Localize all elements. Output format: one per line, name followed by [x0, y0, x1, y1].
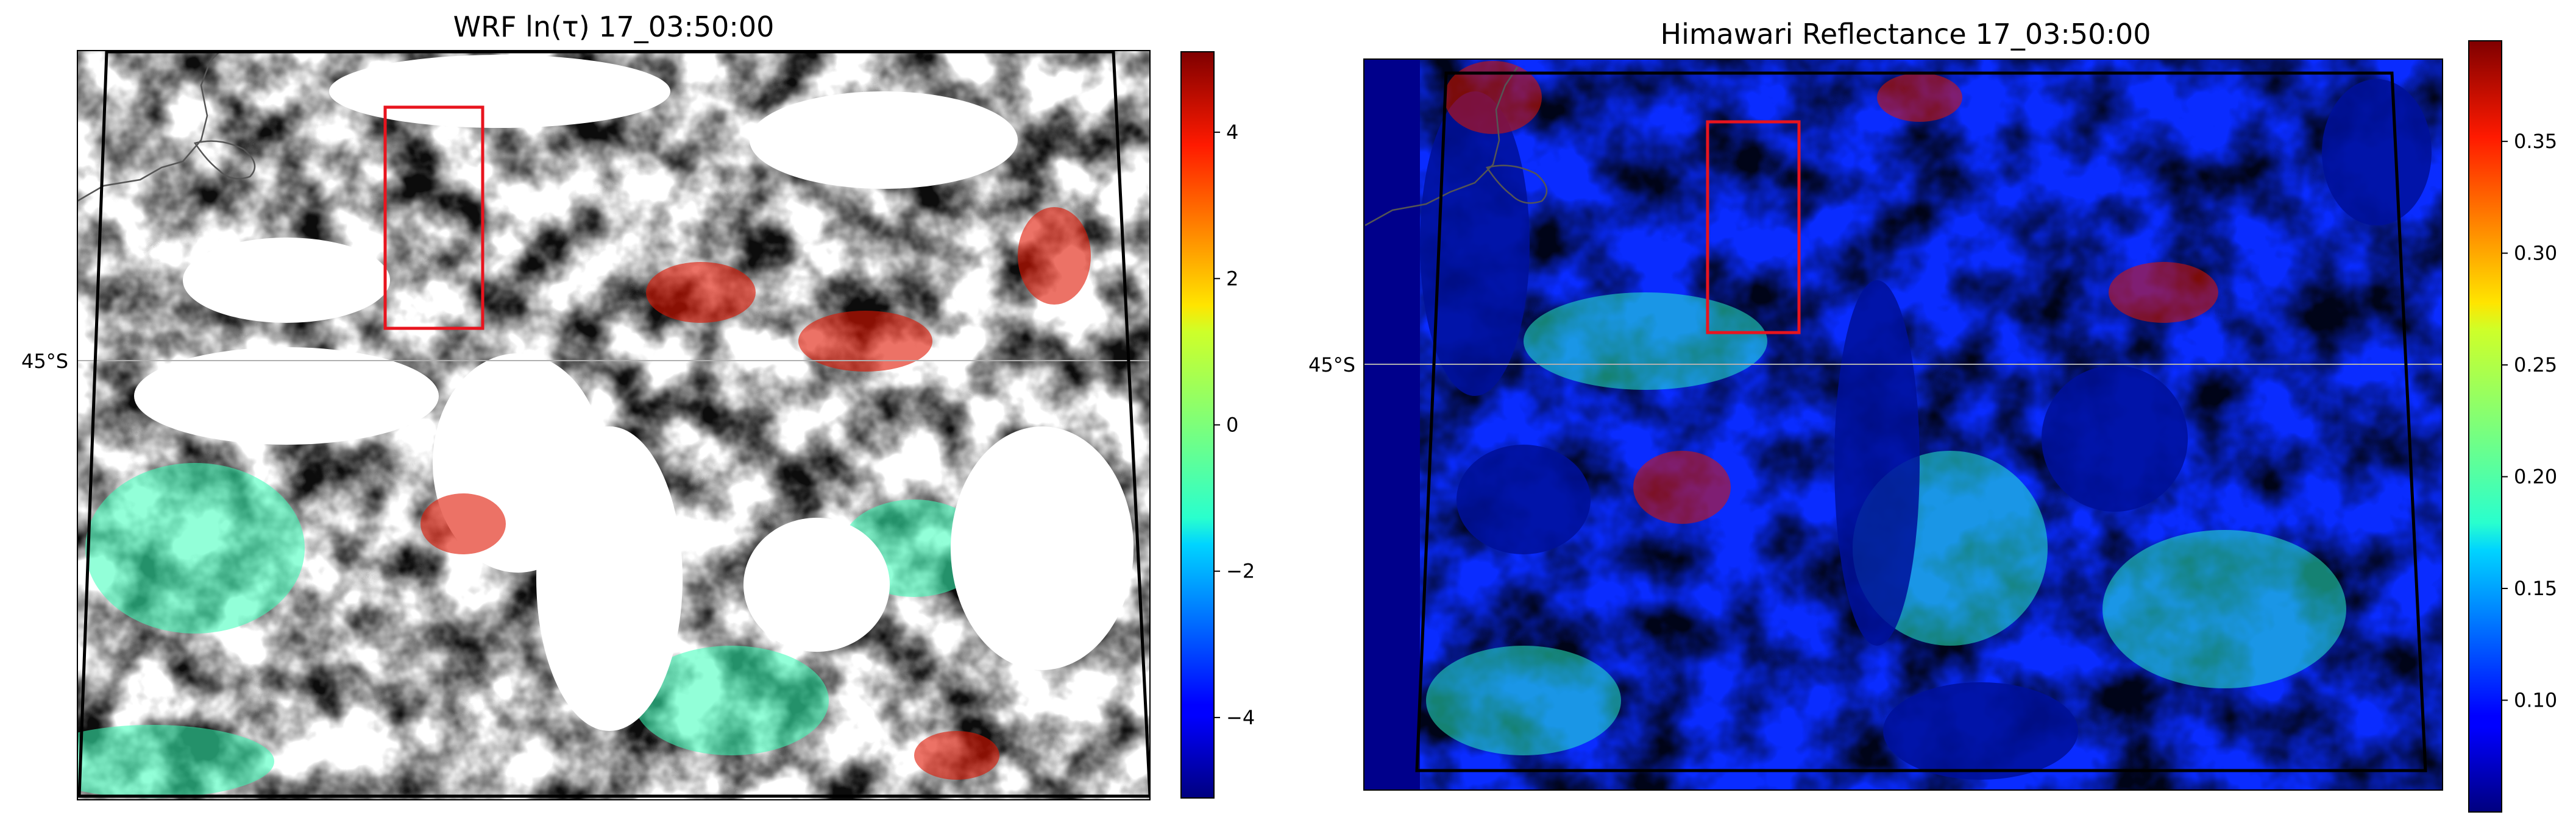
domain-outline: [77, 51, 1150, 798]
colorbar-gradient: [1180, 51, 1215, 799]
colorbar-tick-label: −4: [1226, 706, 1255, 729]
colorbar-tick-label: 0.35: [2514, 130, 2557, 153]
panel-title: WRF ln(τ) 17_03:50:00: [453, 10, 775, 43]
highlight-box: [1706, 120, 1801, 334]
highlight-box: [383, 105, 484, 330]
latitude-label: 45°S: [21, 350, 68, 373]
domain-outline: [1415, 71, 2427, 772]
latitude-label: 45°S: [1308, 353, 1355, 376]
colorbar-tick-label: 0.30: [2514, 242, 2557, 265]
colorbar-tick-label: 0: [1226, 414, 1238, 437]
map-area-wrf: [77, 51, 1150, 800]
colorbar-tick-label: 0.15: [2514, 577, 2557, 600]
map-frame: [1363, 58, 2443, 791]
colorbar-tick-label: 0.20: [2514, 465, 2557, 489]
colorbar-tick-label: 2: [1226, 267, 1238, 290]
colorbar-tick-label: 4: [1226, 121, 1238, 144]
colorbar-wrf: 4 2 0 −2 −4: [1180, 51, 1255, 799]
colorbar-tick-label: 0.25: [2514, 353, 2557, 376]
colorbar-himawari: 0.35 0.30 0.25 0.20 0.15 0.10: [2468, 40, 2557, 813]
colorbar-gradient: [2468, 40, 2502, 813]
coastline: [1364, 66, 1519, 227]
panel-himawari: Himawari Reflectance 17_03:50:00: [1308, 18, 2557, 813]
map-area-himawari: [1364, 59, 2443, 790]
panel-wrf: WRF ln(τ) 17_03:50:00: [21, 10, 1255, 800]
coastline: [77, 51, 220, 202]
colorbar-tick-label: −2: [1226, 560, 1255, 583]
panel-title: Himawari Reflectance 17_03:50:00: [1661, 18, 2151, 51]
colorbar-tick-label: 0.10: [2514, 689, 2557, 712]
map-frame: [77, 50, 1151, 800]
